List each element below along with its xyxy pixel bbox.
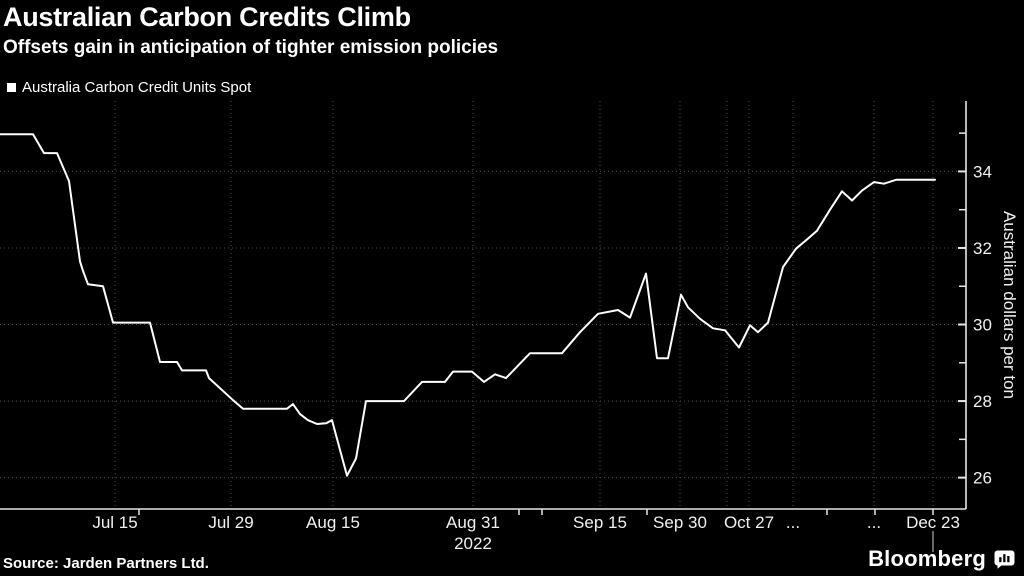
x-tick-label: Sep 30 bbox=[653, 513, 707, 532]
legend-label: Australia Carbon Credit Units Spot bbox=[22, 79, 252, 96]
chart-title: Australian Carbon Credits Climb bbox=[3, 2, 411, 32]
x-tick-label: ... bbox=[786, 513, 800, 532]
bloomberg-chart-bubble-icon bbox=[994, 550, 1015, 569]
x-tick-label: Sep 15 bbox=[573, 513, 627, 532]
x-tick-label: ... bbox=[867, 513, 881, 532]
bloomberg-logo: Bloomberg bbox=[868, 546, 1015, 572]
legend: Australia Carbon Credit Units Spot bbox=[7, 79, 251, 96]
y-tick-label: 32 bbox=[973, 239, 992, 258]
source-attribution: Source: Jarden Partners Ltd. bbox=[3, 555, 209, 572]
x-tick-label: Jul 29 bbox=[208, 513, 253, 532]
y-tick-label: 30 bbox=[973, 316, 992, 335]
bloomberg-wordmark: Bloomberg bbox=[868, 546, 986, 571]
x-tick-label: Jul 15 bbox=[92, 513, 137, 532]
y-tick-label: 34 bbox=[973, 162, 992, 181]
x-tick-label: Aug 31 bbox=[446, 513, 500, 532]
x-tick-label: Dec 23 bbox=[906, 513, 960, 532]
y-tick-label: 28 bbox=[973, 392, 992, 411]
y-axis-title: Australian dollars per ton bbox=[1000, 211, 1019, 399]
x-tick-label: Oct 27 bbox=[724, 513, 774, 532]
y-tick-label: 26 bbox=[973, 469, 992, 488]
price-line bbox=[0, 133, 936, 477]
x-tick-label: Aug 15 bbox=[306, 513, 360, 532]
legend-marker-icon bbox=[7, 83, 16, 92]
x-axis-year-label: 2022 bbox=[454, 534, 492, 553]
chart-subtitle: Offsets gain in anticipation of tighter … bbox=[3, 37, 499, 58]
